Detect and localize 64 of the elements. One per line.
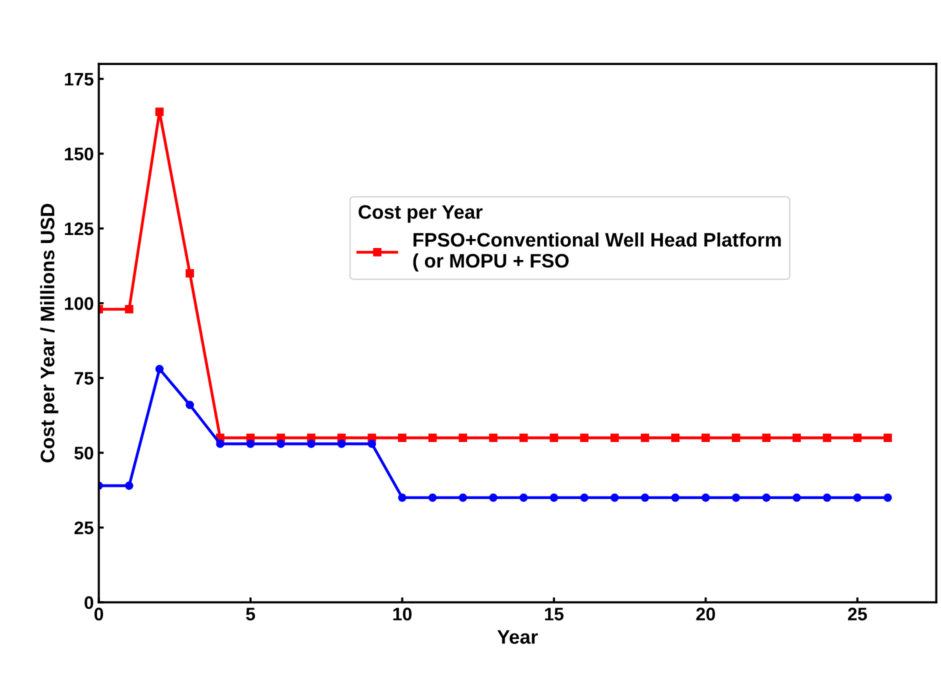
y-tick-label: 175: [64, 73, 94, 86]
legend-title: Cost per Year: [358, 205, 483, 223]
y-tick-label: 50: [74, 446, 94, 460]
x-tick-label: 15: [545, 608, 564, 620]
x-tick-label: 5: [246, 608, 256, 620]
point: [853, 493, 862, 502]
point: [822, 493, 832, 502]
point: [732, 434, 740, 442]
point: [762, 493, 771, 502]
point: [246, 440, 255, 448]
point: [610, 493, 619, 502]
y-axis-title: Cost per Year / Millions USD: [40, 204, 58, 462]
y-tick-label: 150: [64, 148, 94, 160]
point: [580, 434, 588, 442]
x-axis-title: Year: [497, 630, 538, 644]
point: [884, 493, 892, 502]
point: [550, 434, 558, 442]
point: [702, 434, 710, 442]
y-tick-label: 125: [64, 222, 94, 236]
x-tick-label: 25: [848, 608, 867, 620]
point: [428, 493, 437, 502]
point: [368, 440, 376, 448]
point: [792, 493, 801, 502]
point: [853, 434, 862, 442]
point: [398, 434, 406, 442]
point: [186, 269, 194, 278]
point: [124, 482, 134, 490]
point: [732, 493, 740, 502]
point: [216, 440, 224, 448]
point: [580, 493, 588, 502]
point: [489, 493, 498, 502]
point: [276, 440, 286, 448]
point: [822, 434, 832, 442]
point: [186, 400, 194, 410]
y-tick-label: 75: [74, 372, 94, 385]
point: [702, 493, 710, 502]
point: [640, 434, 650, 442]
point: [640, 493, 650, 502]
point: [489, 434, 498, 442]
legend-label: FPSO+Conventional Well Head Platform ( or MOPU + FSO: [413, 232, 781, 272]
point: [124, 305, 134, 314]
point: [155, 108, 164, 116]
point: [428, 434, 437, 442]
point: [307, 440, 316, 448]
point: [398, 493, 406, 502]
x-tick-label: 10: [393, 608, 412, 620]
y-tick-label: 25: [74, 521, 94, 534]
point: [519, 493, 528, 502]
point: [550, 493, 558, 502]
point: [519, 434, 528, 442]
x-tick-label: 0: [94, 608, 104, 620]
point: [610, 434, 619, 442]
point: [762, 434, 771, 442]
y-tick-label: 0: [84, 596, 94, 610]
point: [884, 434, 892, 442]
point: [337, 440, 346, 448]
point: [671, 493, 680, 502]
point: [458, 493, 468, 502]
point: [671, 434, 680, 442]
point: [792, 434, 801, 442]
x-tick-label: 20: [696, 608, 715, 620]
point: [155, 364, 164, 374]
point: [458, 434, 468, 442]
y-tick-label: 100: [64, 297, 94, 310]
